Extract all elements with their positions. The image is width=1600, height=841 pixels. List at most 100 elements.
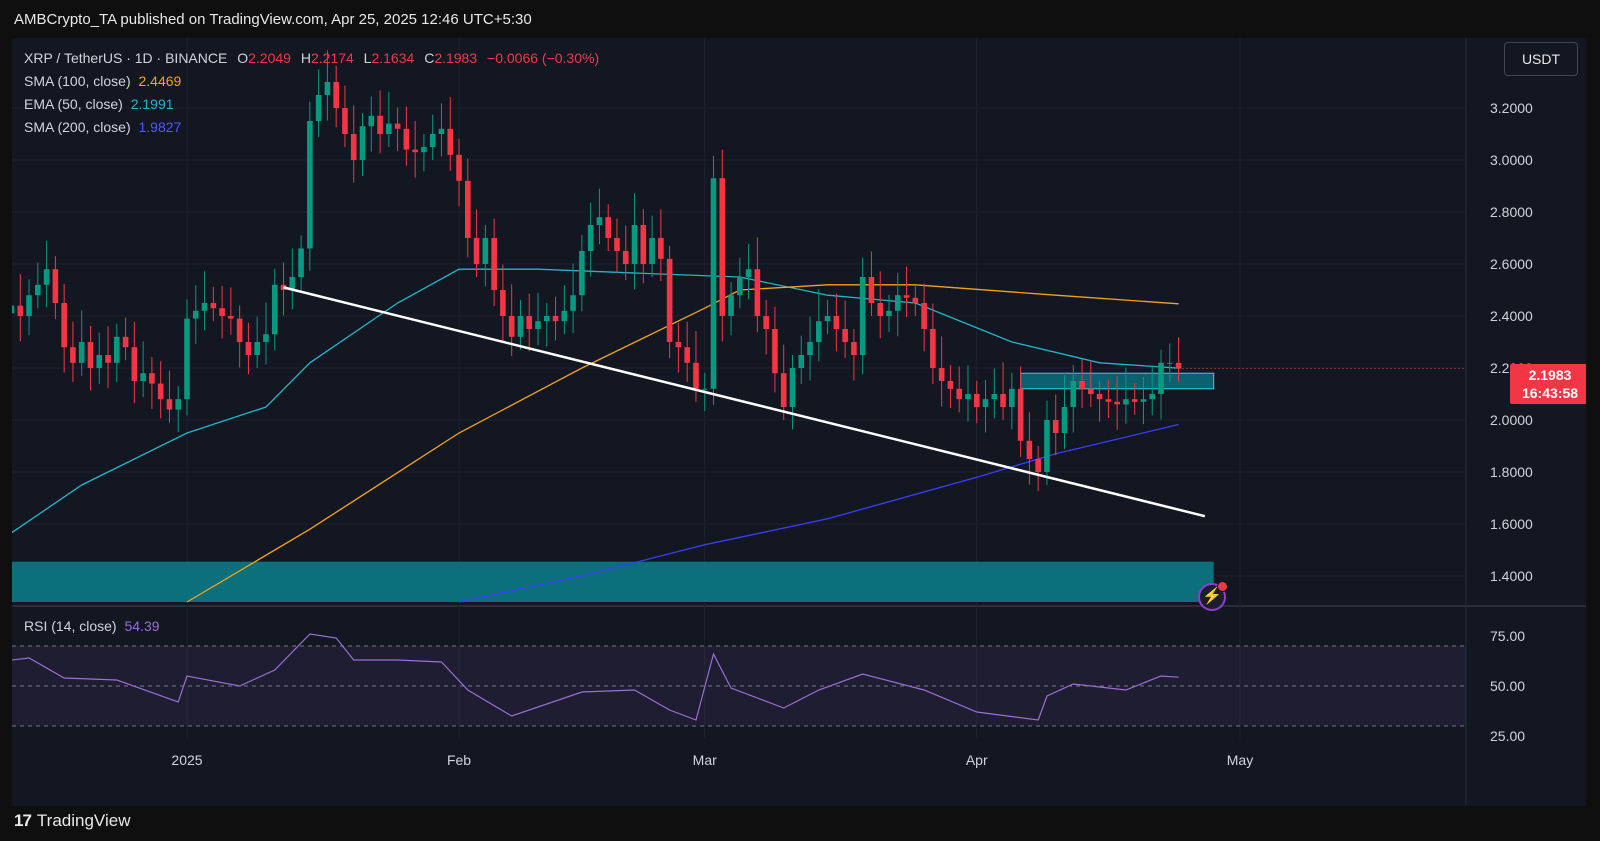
candle-body — [333, 82, 339, 108]
price-tick-label: 2.6000 — [1490, 256, 1533, 272]
candle-body — [737, 277, 743, 296]
bar-countdown: 16:43:58 — [1521, 385, 1579, 401]
candle-body — [271, 284, 278, 335]
indicator-sma200[interactable]: SMA (200, close) 1.9827 — [24, 116, 599, 139]
ohlc-high: 2.2174 — [310, 50, 354, 66]
candle-body — [649, 238, 655, 264]
candle-body — [43, 269, 50, 285]
candle-body — [807, 342, 813, 355]
candle-body — [754, 269, 761, 316]
price-tick-label: 2.4000 — [1490, 308, 1533, 324]
candle-body — [456, 154, 462, 181]
time-tick-label: Apr — [966, 752, 988, 768]
candle-body — [254, 342, 260, 355]
time-tick-label: Feb — [447, 752, 471, 768]
candle-body — [342, 108, 348, 134]
ohlc-open-label: O — [237, 50, 249, 66]
rsi-legend[interactable]: RSI (14, close) 54.39 — [24, 618, 160, 634]
last-price-label: 2.1983 16:43:58 — [1510, 364, 1586, 404]
candle-body — [70, 347, 76, 363]
chart-canvas[interactable]: 3.20003.00002.80002.60002.40002.20002.00… — [12, 38, 1586, 806]
candle-body — [658, 238, 664, 259]
candle-body — [324, 82, 331, 95]
candle-body — [1009, 388, 1015, 407]
indicator-value: 1.9827 — [138, 119, 182, 135]
candle-body — [543, 316, 550, 322]
candle-body — [140, 373, 146, 381]
notification-dot — [1217, 581, 1228, 592]
candle-body — [236, 318, 243, 342]
candle-body — [1061, 407, 1068, 433]
rsi-line — [12, 633, 1179, 721]
candle-body — [1026, 440, 1033, 459]
candle-body — [122, 336, 129, 348]
candle-body — [377, 115, 383, 134]
candle-body — [1114, 401, 1120, 405]
candle-body — [210, 303, 217, 309]
tradingview-logo[interactable]: 17 TradingView — [14, 811, 130, 831]
candle-body — [359, 126, 366, 160]
candle-body — [693, 362, 699, 389]
ema50-line — [12, 268, 1179, 534]
candle-body — [1096, 394, 1103, 400]
candle-body — [447, 128, 454, 155]
candle-body — [552, 316, 559, 322]
candle-body — [526, 316, 533, 329]
candle-body — [877, 303, 884, 316]
candle-body — [184, 318, 190, 400]
candle-body — [1158, 362, 1164, 394]
candle-body — [131, 347, 138, 381]
indicator-value: 2.1991 — [130, 96, 174, 112]
candle-body — [517, 316, 524, 337]
candle-body — [298, 248, 304, 277]
candle-body — [263, 334, 269, 342]
indicator-sma100[interactable]: SMA (100, close) 2.4469 — [24, 70, 599, 93]
candle-body — [912, 297, 919, 303]
candle-body — [412, 149, 418, 153]
candle-body — [465, 180, 471, 238]
candle-body — [965, 394, 971, 400]
candle-body — [921, 303, 927, 329]
candle-body — [842, 329, 848, 342]
candle-body — [394, 123, 401, 129]
candle-body — [1149, 394, 1156, 400]
candle-body — [956, 388, 962, 400]
candle-body — [96, 355, 103, 368]
candle-body — [307, 121, 313, 249]
candle-body — [684, 347, 690, 363]
symbol-title[interactable]: XRP / TetherUS · 1D · BINANCE — [24, 50, 228, 66]
candle-body — [1052, 420, 1059, 433]
candle-body — [491, 238, 497, 290]
candle-body — [816, 321, 822, 342]
candle-body — [622, 251, 629, 264]
rsi-tick-label: 75.00 — [1490, 628, 1525, 644]
candle-body — [631, 225, 638, 264]
candle-body — [973, 394, 980, 407]
ohlc-close: 2.1983 — [434, 50, 478, 66]
candle-body — [947, 381, 954, 389]
ohlc-low-label: L — [363, 50, 372, 66]
indicator-label: EMA (50, close) — [24, 96, 123, 112]
candle-body — [938, 368, 945, 381]
candle-body — [438, 128, 445, 134]
price-tick-label: 1.6000 — [1490, 516, 1533, 532]
candle-body — [1070, 381, 1077, 407]
candle-body — [429, 134, 436, 147]
candle-body — [1079, 381, 1085, 389]
chart-frame[interactable]: 3.20003.00002.80002.60002.40002.20002.00… — [12, 38, 1586, 806]
candle-body — [719, 178, 726, 316]
candle-body — [763, 316, 769, 329]
candle-body — [666, 258, 673, 342]
alert-bolt-icon[interactable]: ⚡ — [1198, 581, 1228, 611]
candle-body — [1105, 399, 1112, 402]
candle-body — [824, 316, 831, 322]
candle-body — [930, 329, 936, 368]
candle-body — [1044, 420, 1050, 472]
symbol-row[interactable]: XRP / TetherUS · 1D · BINANCE O2.2049 H2… — [24, 47, 599, 70]
candle-body — [894, 295, 901, 311]
candle-body — [903, 295, 910, 298]
currency-button[interactable]: USDT — [1504, 42, 1578, 76]
descending-trendline — [283, 286, 1206, 518]
candle-body — [982, 399, 989, 407]
indicator-ema50[interactable]: EMA (50, close) 2.1991 — [24, 93, 599, 116]
